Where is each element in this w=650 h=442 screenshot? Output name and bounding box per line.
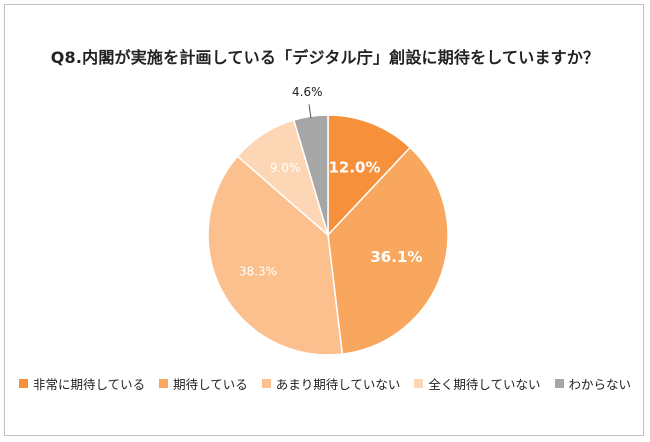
data-label-not-much-expecting: 38.3%: [239, 265, 277, 279]
legend-label: 全く期待していない: [428, 377, 541, 392]
legend-label: わからない: [568, 377, 632, 392]
legend-swatch: [414, 379, 424, 388]
legend-item-dont-know: わからない: [554, 374, 632, 393]
data-label-expecting: 36.1%: [370, 248, 422, 266]
legend-item-very-expecting: 非常に期待している: [18, 374, 146, 393]
pie-slice-expecting: [327, 146, 449, 355]
legend-label: あまり期待していない: [275, 377, 401, 392]
legend-swatch: [261, 379, 271, 388]
data-label-dont-know: 4.6%: [292, 85, 323, 99]
legend-swatch: [18, 379, 28, 388]
legend-item-not-expecting-at-all: 全く期待していない: [414, 374, 541, 393]
pie-slice-very-expecting: [327, 114, 412, 237]
legend-item-not-much-expecting: あまり期待していない: [261, 374, 401, 393]
data-label-not-expecting-at-all: 9.0%: [270, 161, 301, 175]
legend-item-expecting: 期待している: [159, 374, 248, 393]
legend-swatch: [554, 379, 564, 388]
data-label-very-expecting: 12.0%: [328, 159, 380, 177]
pie-slice-not-much-expecting: [207, 155, 344, 356]
leader-line-dont-know: [308, 104, 312, 119]
legend-label: 非常に期待している: [32, 377, 146, 392]
chart-legend: 非常に期待している 期待している あまり期待していない 全く期待していない わからない: [0, 374, 650, 393]
legend-swatch: [159, 379, 169, 388]
chart-title: Q8.内閣が実施を計画している「デジタル庁」創設に期待をしていますか？: [50, 48, 600, 67]
legend-label: 期待している: [173, 377, 248, 392]
